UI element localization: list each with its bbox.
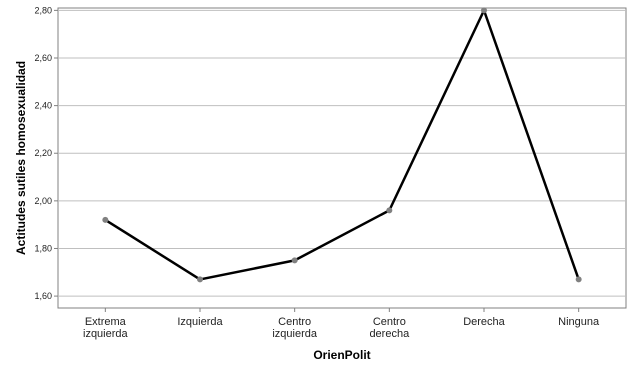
y-tick-label: 1,60 [34, 291, 52, 301]
y-tick-label: 1,80 [34, 243, 52, 253]
x-axis-labels: Extrema izquierda Izquierda Centro izquierda… [83, 308, 600, 340]
x-tick-label: Derecha [463, 316, 505, 328]
data-point [481, 7, 487, 14]
data-point [386, 207, 393, 214]
data-point [102, 216, 109, 223]
plot-area: 1,60 1,80 2,00 2,20 2,40 2,60 2,80 [34, 5, 627, 309]
y-tick-label: 2,20 [34, 148, 52, 158]
series-line [104, 9, 580, 281]
data-point [291, 257, 298, 264]
x-tick-label: Extrema izquierda [83, 316, 129, 340]
series-polyline [104, 9, 580, 281]
gridlines [58, 9, 626, 297]
data-point [197, 276, 203, 283]
y-tick-label: 2,00 [34, 196, 52, 206]
y-axis-ticks: 1,60 1,80 2,00 2,20 2,40 2,60 2,80 [34, 5, 58, 301]
x-tick-label: Centro izquierda [272, 316, 318, 340]
y-axis-title: Actitudes sutiles homosexualidad [14, 61, 28, 255]
x-tick-label: Ninguna [558, 316, 600, 328]
data-point [575, 276, 582, 283]
x-tick-label: Centro derecha [369, 316, 410, 340]
y-tick-label: 2,40 [34, 101, 52, 111]
y-tick-label: 2,60 [34, 53, 52, 63]
y-tick-label: 2,80 [34, 5, 52, 15]
x-axis-title: OrienPolit [313, 348, 370, 362]
series-markers [102, 7, 582, 283]
plot-frame [57, 7, 627, 309]
x-tick-label: Izquierda [177, 316, 223, 328]
